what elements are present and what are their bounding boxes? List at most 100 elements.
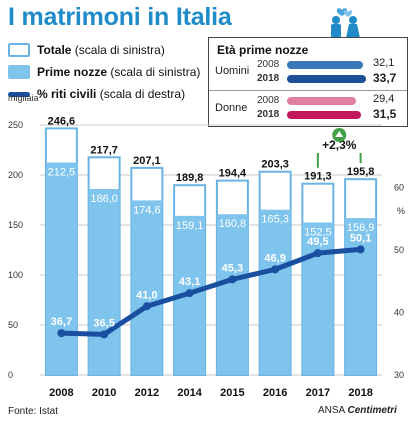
credit-ansa: ANSA [318,405,345,416]
age-value-donne-2008: 29,4 [373,93,395,105]
legend-item-riti-civili: % riti civili (scala di destra) [8,84,200,104]
label-riti-civili-2008: 36,7 [51,316,72,328]
change-label-bg [314,135,365,153]
x-tick-2018: 2018 [348,387,372,399]
point-riti-civili-2014 [185,289,194,298]
y-tick-200: 200 [8,170,23,180]
age-bar-uomini-2008 [287,61,363,69]
y-axis-label: migliaia [8,93,39,103]
legend-label-riti-civili: % riti civili [37,87,97,101]
label-totale-2017: 191,3 [304,171,332,183]
bar-prime-nozze-2018 [345,218,377,375]
legend: Totale (scala di sinistra) Prime nozze (… [8,40,200,106]
age-year-uomini-2018: 2018 [257,73,280,84]
label-prime-nozze-2012: 174,6 [133,204,161,216]
x-tick-2010: 2010 [92,387,116,399]
y-tick-100: 100 [8,270,23,280]
age-year-donne-2008: 2008 [257,95,280,106]
y2-tick-60: 60 [394,183,404,193]
bar-prime-nozze-2017 [302,222,334,375]
age-bar-donne-2018 [287,111,362,119]
point-riti-civili-2008 [57,329,66,338]
group-label-uomini: Uomini [215,65,250,77]
label-totale-2010: 217,7 [90,144,118,156]
label-riti-civili-2015: 45,3 [222,262,243,274]
legend-swatch-totale [8,43,30,57]
legend-label-totale: Totale [37,43,72,57]
y2-axis-label: % [397,206,405,216]
age-value-uomini-2008: 32,1 [373,57,395,69]
y2-tick-30: 30 [394,370,404,380]
label-riti-civili-2014: 43,1 [179,276,200,288]
legend-label-prime-nozze: Prime nozze [37,65,108,79]
point-riti-civili-2016 [271,265,280,274]
age-first-marriage-box: Età prime nozze Uomini 2008 32,1 2018 33… [208,37,408,127]
label-prime-nozze-2017: 152,5 [304,227,332,239]
label-riti-civili-2016: 46,9 [264,252,285,264]
label-prime-nozze-2018: 156,9 [347,222,375,234]
age-bar-uomini-2018 [287,75,367,83]
label-prime-nozze-2010: 186,0 [90,193,118,205]
label-totale-2018: 195,8 [347,166,375,178]
point-riti-civili-2018 [356,245,365,254]
credit: ANSA Centimetri [318,405,397,416]
legend-scale-totale: (scala di sinistra) [71,43,165,57]
y-tick-250: 250 [8,120,23,130]
label-riti-civili-2017: 49,5 [307,236,328,248]
label-totale-2008: 246,6 [48,115,76,127]
credit-centimetri: Centimetri [347,405,397,416]
label-riti-civili-2012: 41,0 [136,289,157,301]
bar-prime-nozze-2016 [259,209,291,375]
label-riti-civili-2010: 36,5 [93,317,114,329]
x-tick-2015: 2015 [220,387,244,399]
source-note: Fonte: Istat [8,406,59,417]
age-value-uomini-2018: 33,7 [373,71,397,85]
y2-tick-40: 40 [394,308,404,318]
label-totale-2015: 194,4 [219,168,247,180]
label-prime-nozze-2014: 159,1 [176,220,204,232]
y-tick-0: 0 [8,370,13,380]
x-tick-2008: 2008 [49,387,73,399]
arrow-up-icon [335,131,344,137]
bar-prime-nozze-2008 [45,162,77,375]
legend-item-prime-nozze: Prime nozze (scala di sinistra) [8,62,200,82]
age-box-title: Età prime nozze [217,43,309,57]
wedding-couple-icon [325,6,365,45]
label-prime-nozze-2008: 212,5 [48,167,76,179]
x-tick-2017: 2017 [306,387,330,399]
y-tick-150: 150 [8,220,23,230]
legend-swatch-riti-civili [8,91,30,97]
age-year-uomini-2008: 2008 [257,59,280,70]
x-tick-2014: 2014 [177,387,202,399]
point-riti-civili-2010 [100,330,109,339]
x-tick-2012: 2012 [135,387,159,399]
page-title: I matrimoni in Italia [8,3,232,31]
age-bar-donne-2008 [287,97,357,105]
y2-tick-50: 50 [394,245,404,255]
bar-prime-nozze-2010 [88,189,120,375]
legend-scale-prime-nozze: (scala di sinistra) [107,65,201,79]
point-riti-civili-2015 [228,275,237,284]
point-riti-civili-2017 [313,249,322,258]
y-tick-50: 50 [8,320,18,330]
label-totale-2014: 189,8 [176,172,204,184]
legend-swatch-prime-nozze [8,65,30,79]
label-prime-nozze-2015: 160,8 [219,218,247,230]
change-label: +2,3% [322,138,357,152]
legend-scale-riti-civili: (scala di destra) [96,87,186,101]
label-totale-2012: 207,1 [133,155,161,167]
label-prime-nozze-2016: 165,3 [261,214,289,226]
bar-prime-nozze-2015 [216,214,248,375]
age-value-donne-2018: 31,5 [373,107,397,121]
line-riti-civili [58,246,364,337]
age-box-divider [209,90,407,91]
label-riti-civili-2018: 50,1 [350,232,371,244]
age-year-donne-2018: 2018 [257,109,280,120]
group-label-donne: Donne [215,102,248,114]
legend-item-totale: Totale (scala di sinistra) [8,40,200,60]
label-totale-2016: 203,3 [261,159,289,171]
point-riti-civili-2012 [142,302,151,311]
bar-prime-nozze-2012 [131,200,163,375]
